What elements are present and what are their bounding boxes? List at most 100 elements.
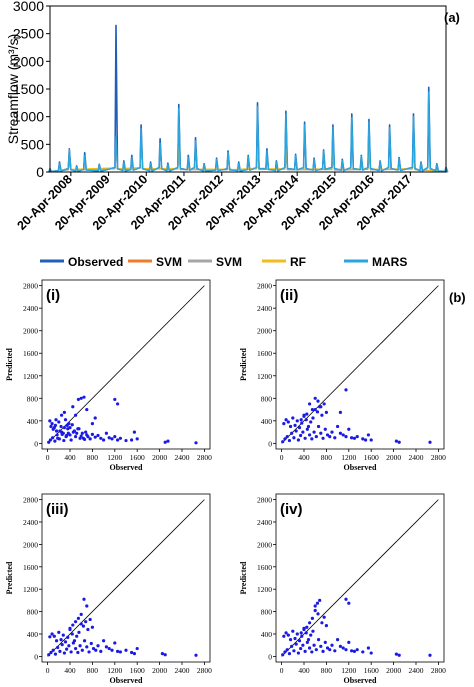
y-tick-label: 2400	[257, 304, 272, 313]
scatter-point	[355, 648, 359, 652]
scatter-point	[130, 650, 134, 655]
scatter-point	[328, 435, 332, 439]
scatter-point	[311, 629, 315, 633]
y-tick-label: 2500	[13, 26, 44, 42]
y-tick-label: 400	[261, 630, 273, 639]
x-axis-label: Observed	[110, 463, 143, 472]
scatter-point	[299, 631, 303, 635]
y-axis-label: Predicted	[5, 561, 14, 594]
scatter-point	[299, 418, 303, 422]
scatter-point	[76, 650, 80, 655]
legend-entry-3: RF	[290, 255, 306, 269]
timeseries-panel: 0 500 1000 1500 2000 2500 3000 Streamflow (m³/s…	[5, 0, 449, 233]
scatter-point	[80, 431, 84, 435]
y-tick-label: 2800	[23, 282, 38, 291]
scatter-point	[74, 413, 78, 417]
scatter-point	[118, 436, 122, 440]
scatter-point	[86, 435, 90, 439]
scatter-point	[302, 627, 306, 632]
scatter-point	[79, 434, 83, 438]
scatter-point	[65, 433, 69, 438]
x-tick-label: 1200	[341, 453, 356, 462]
scatter-point	[311, 416, 315, 420]
scatter-point	[85, 407, 89, 412]
scatter-point	[321, 649, 325, 653]
scatter-point	[90, 422, 94, 426]
scatter-point	[352, 649, 356, 653]
scatter-point	[324, 410, 328, 414]
scatter-point	[291, 629, 295, 633]
y-axis-label: Streamflow (m³/s)	[5, 34, 21, 144]
x-tick-label: 0	[46, 666, 50, 675]
scatter-point	[51, 648, 55, 652]
scatter-point	[76, 397, 80, 402]
scatter-point	[296, 651, 300, 655]
scatter-point	[60, 413, 64, 417]
scatter-point	[50, 632, 54, 636]
scatter-point	[93, 435, 97, 439]
y-tick-label: 1200	[257, 585, 272, 594]
scatter-point	[344, 648, 348, 652]
scatter-point	[305, 412, 309, 416]
scatter-point	[366, 433, 370, 437]
scatter-point	[62, 438, 66, 443]
scatter-point	[59, 638, 63, 642]
scatter-point	[116, 438, 120, 442]
legend-entry-4: MARS	[372, 255, 407, 269]
scatter-point	[284, 418, 288, 422]
scatter-point	[88, 437, 92, 441]
scatter-point	[71, 623, 75, 627]
scatter-point	[48, 635, 52, 639]
legend-entry-0: Observed	[68, 255, 123, 269]
scatter-point	[72, 639, 77, 643]
scatter-point	[314, 648, 318, 652]
y-tick-label: 500	[21, 136, 45, 152]
scatter-point	[102, 639, 106, 643]
scatter-point	[124, 648, 128, 652]
scatter-point	[79, 612, 83, 617]
scatter-point	[322, 402, 326, 406]
scatter-point	[283, 650, 287, 654]
scatter-point	[325, 646, 330, 650]
scatter-point	[107, 646, 111, 651]
y-tick-label: 0	[34, 652, 38, 661]
x-tick-label: 0	[280, 666, 284, 675]
x-tick-label: 800	[87, 453, 99, 462]
scatter-point	[113, 435, 117, 439]
x-axis-label: Observed	[344, 676, 377, 685]
y-tick-label: 2000	[257, 327, 272, 336]
scatter-point	[79, 396, 83, 400]
scatter-point	[284, 631, 288, 635]
x-tick-label: 400	[64, 666, 76, 675]
scatter-panel-label: (i)	[46, 287, 60, 304]
scatter-point	[295, 419, 299, 423]
y-tick-label: 800	[261, 394, 273, 403]
scatter-point	[361, 650, 365, 654]
scatter-point	[194, 653, 198, 657]
scatter-point	[59, 424, 63, 429]
scatter-point	[135, 646, 139, 651]
scatter-point	[282, 422, 286, 426]
y-tick-label: 2400	[23, 518, 38, 527]
y-tick-label: 0	[34, 439, 38, 448]
scatter-point	[63, 418, 68, 422]
scatter-point	[60, 643, 64, 647]
scatter-point	[96, 644, 100, 648]
scatter-point	[292, 436, 296, 440]
y-axis-label: Predicted	[5, 348, 14, 381]
x-tick-label: 2400	[409, 453, 424, 462]
scatter-point	[303, 649, 307, 653]
y-axis-label: Predicted	[239, 348, 248, 381]
scatter-point	[316, 612, 320, 616]
scatter-point	[323, 640, 327, 645]
scatter-point	[51, 436, 55, 440]
scatter-point	[82, 639, 87, 643]
scatter-point	[70, 423, 74, 427]
scatter-point	[310, 407, 314, 412]
scatter-point	[84, 430, 88, 434]
scatter-point	[313, 396, 317, 400]
scatter-point	[49, 424, 53, 429]
y-tick-label: 1600	[257, 349, 272, 358]
scatter-point	[306, 638, 311, 642]
